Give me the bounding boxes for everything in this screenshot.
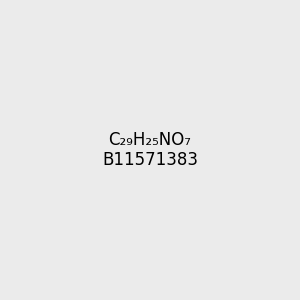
Text: C₂₉H₂₅NO₇
B11571383: C₂₉H₂₅NO₇ B11571383 xyxy=(102,130,198,170)
